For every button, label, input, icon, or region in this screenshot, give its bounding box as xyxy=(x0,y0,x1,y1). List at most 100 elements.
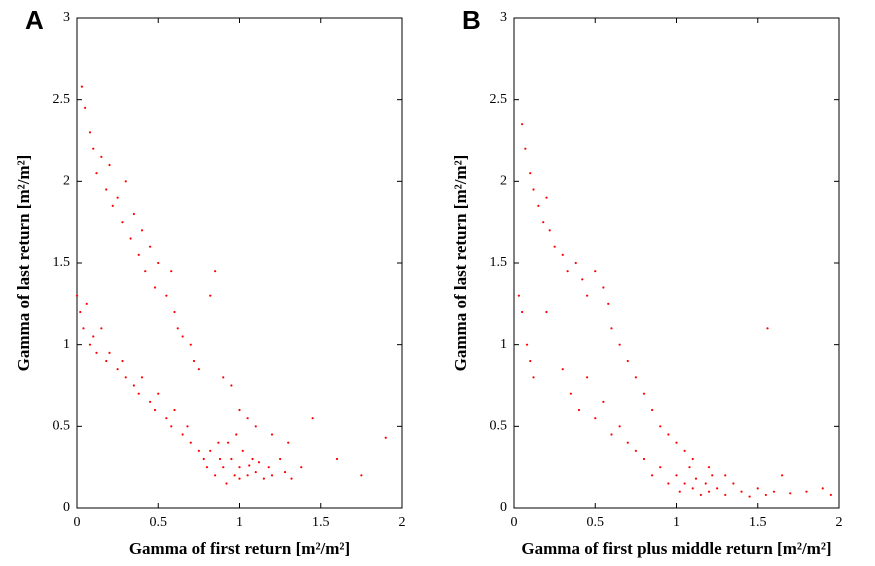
plot-frame xyxy=(76,17,403,509)
point xyxy=(569,392,572,395)
point xyxy=(157,392,160,395)
point xyxy=(618,343,621,346)
panel-label: B xyxy=(462,5,481,35)
point xyxy=(124,376,127,379)
point xyxy=(517,294,520,297)
point xyxy=(675,441,678,444)
point xyxy=(290,477,293,480)
point xyxy=(170,270,173,273)
point xyxy=(602,286,605,289)
point xyxy=(545,196,548,199)
y-tick-label: 1.5 xyxy=(53,255,71,270)
point xyxy=(634,449,637,452)
y-tick-label: 0.5 xyxy=(490,419,508,434)
point xyxy=(238,408,241,412)
point xyxy=(772,490,776,493)
point xyxy=(205,466,209,469)
y-tick-label: 0.5 xyxy=(53,419,71,434)
point xyxy=(254,470,257,474)
point xyxy=(577,408,581,412)
point xyxy=(189,343,192,346)
point xyxy=(267,466,270,469)
x-tick-label: 1.5 xyxy=(749,515,767,530)
point xyxy=(602,400,605,403)
point xyxy=(222,466,225,469)
point xyxy=(524,147,527,150)
x-tick-label: 0 xyxy=(511,515,518,530)
point xyxy=(209,449,212,452)
point xyxy=(532,376,535,379)
point xyxy=(594,270,597,273)
point xyxy=(140,376,144,379)
point xyxy=(75,294,79,297)
point xyxy=(235,433,238,436)
y-tick-label: 2 xyxy=(63,174,70,189)
point xyxy=(651,408,654,412)
point xyxy=(121,359,124,363)
point xyxy=(100,327,103,330)
point xyxy=(548,229,551,232)
point xyxy=(821,487,824,490)
point xyxy=(607,302,610,305)
point xyxy=(254,425,257,428)
point xyxy=(165,417,168,420)
point xyxy=(227,441,230,444)
point xyxy=(209,294,212,297)
point xyxy=(659,466,662,469)
point xyxy=(214,270,217,273)
point xyxy=(683,482,686,485)
point xyxy=(667,433,670,436)
point xyxy=(707,490,711,493)
point xyxy=(153,408,157,412)
point xyxy=(173,310,176,314)
point xyxy=(197,449,200,452)
point xyxy=(561,253,564,256)
point xyxy=(189,441,192,444)
point xyxy=(805,490,808,493)
point xyxy=(153,286,157,289)
point xyxy=(553,245,556,248)
point xyxy=(230,384,233,387)
point xyxy=(121,221,124,224)
point xyxy=(88,131,92,134)
point xyxy=(384,436,387,439)
point xyxy=(566,270,569,273)
point xyxy=(711,474,714,477)
point xyxy=(132,212,135,216)
point xyxy=(108,351,111,354)
point xyxy=(659,425,662,428)
point xyxy=(360,474,363,477)
point xyxy=(84,106,87,109)
point xyxy=(748,495,751,498)
point xyxy=(217,441,220,444)
point xyxy=(80,85,83,88)
point xyxy=(214,474,217,477)
point xyxy=(764,493,767,497)
point xyxy=(173,408,176,412)
point xyxy=(238,477,241,480)
point xyxy=(651,474,654,477)
point xyxy=(740,490,743,493)
y-tick-label: 3 xyxy=(63,10,70,25)
y-tick-label: 2 xyxy=(500,174,507,189)
point xyxy=(699,493,702,497)
x-tick-label: 0 xyxy=(74,515,81,530)
point xyxy=(704,482,707,485)
point xyxy=(781,474,784,477)
x-tick-label: 1 xyxy=(673,515,680,530)
point xyxy=(181,335,184,338)
point xyxy=(144,270,147,273)
point xyxy=(683,449,686,452)
point xyxy=(105,359,108,363)
point xyxy=(610,433,613,436)
point xyxy=(586,376,589,379)
point xyxy=(675,474,678,477)
panel-label: A xyxy=(25,5,44,35)
point xyxy=(218,457,222,461)
point xyxy=(532,188,535,191)
point xyxy=(157,261,160,265)
point xyxy=(525,343,529,346)
y-tick-label: 1 xyxy=(500,337,507,352)
point xyxy=(165,294,168,297)
